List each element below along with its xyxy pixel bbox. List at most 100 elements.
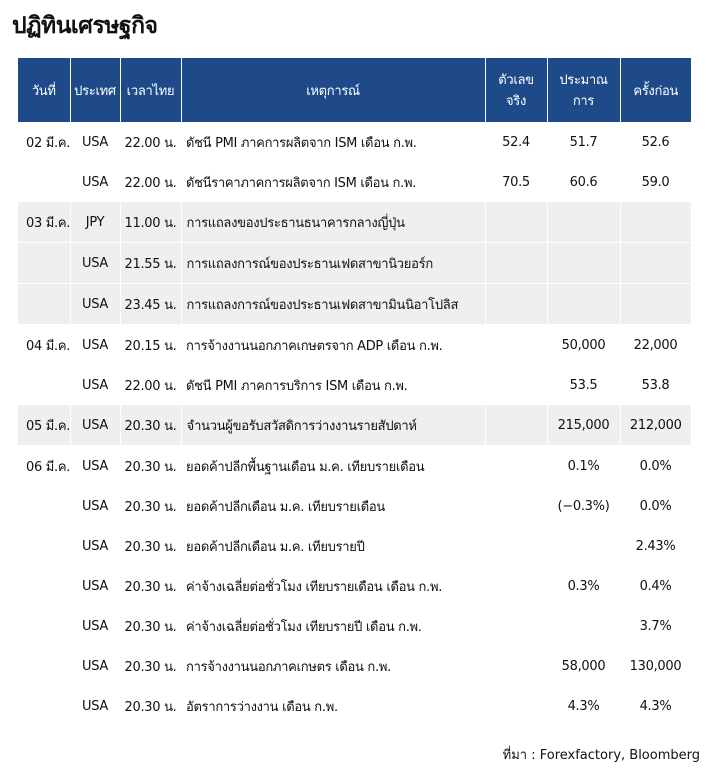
actual-cell — [484, 283, 547, 325]
date-cell — [18, 283, 70, 325]
previous-cell: 53.8 — [641, 377, 670, 393]
actual-cell — [485, 686, 547, 726]
calendar-table: วันที่ ประเทศ เวลาไทย เหตุการณ์ ตัวเลขจริง ปร… — [18, 58, 691, 726]
forecast-cell — [546, 242, 620, 284]
time-cell: 20.30 น. — [124, 699, 177, 715]
event-cell: ดัชนีราคาภาคการผลิตจาก ISM เดือน ก.พ. — [186, 175, 417, 191]
time-cell: 20.30 น. — [119, 405, 181, 446]
event-cell: การจ้างงานนอกภาคเกษตร เดือน ก.พ. — [186, 659, 391, 675]
event-cell: ค่าจ้างเฉลี่ยต่อชั่วโมง เทียบรายเดือน เด… — [186, 579, 443, 595]
previous-cell: 52.6 — [641, 134, 670, 150]
country-cell: USA — [81, 377, 108, 393]
country-cell: USA — [81, 134, 108, 150]
table-row: USA 23.45 น. การแถลงการณ์ของประธานเฟดสาขาม… — [18, 283, 691, 325]
time-cell: 22.00 น. — [124, 175, 177, 191]
event-cell: ยอดค้าปลีกเดือน ม.ค. เทียบรายเดือน — [186, 499, 385, 515]
event-cell: จำนวนผู้ขอรับสวัสดิการว่างงานรายสัปดาห์ — [180, 405, 485, 446]
table-body: 02 มี.ค. USA 22.00 น. ดัชนี PMI ภาคการผลิตจ… — [18, 122, 691, 726]
header-row: วันที่ ประเทศ เวลาไทย เหตุการณ์ ตัวเลขจริง ปร… — [18, 58, 691, 122]
date-cell — [18, 486, 70, 526]
country-cell: USA — [69, 405, 120, 446]
country-cell: USA — [69, 283, 120, 325]
actual-cell — [484, 202, 547, 243]
date-cell — [18, 566, 70, 606]
table-row: 04 มี.ค. USA 20.15 น. การจ้างงานนอกภาคเกษตร… — [18, 325, 691, 366]
actual-cell — [485, 486, 547, 526]
forecast-cell: 215,000 — [546, 405, 620, 446]
previous-cell — [619, 202, 691, 243]
actual-cell — [485, 566, 547, 606]
actual-cell: 70.5 — [502, 174, 530, 190]
actual-cell — [485, 446, 547, 487]
country-cell: USA — [69, 242, 120, 284]
previous-cell: 4.3% — [639, 698, 672, 714]
event-cell: ยอดค้าปลีกพื้นฐานเดือน ม.ค. เทียบรายเดือ… — [186, 459, 425, 475]
time-cell: 20.30 น. — [124, 499, 177, 515]
actual-cell — [485, 526, 547, 566]
header-cell: เหตุการณ์ — [180, 58, 485, 122]
event-cell: การจ้างงานนอกภาคเกษตรจาก ADP เดือน ก.พ. — [186, 338, 443, 354]
actual-cell — [485, 646, 547, 686]
source: ที่มา : Forexfactory, Bloomberg — [502, 748, 700, 763]
country-cell: USA — [81, 618, 108, 634]
forecast-cell: 50,000 — [561, 337, 606, 353]
date-cell — [18, 242, 70, 284]
date-cell: 06 มี.ค. — [26, 459, 70, 475]
table-row: 06 มี.ค. USA 20.30 น. ยอดค้าปลีกพื้นฐานเดือ… — [18, 446, 691, 487]
header-cell: ประมาณการ — [546, 58, 620, 122]
actual-cell: 52.4 — [502, 134, 530, 150]
forecast-cell: 4.3% — [567, 698, 600, 714]
date-cell — [18, 526, 70, 566]
time-cell: 22.00 น. — [124, 135, 177, 151]
forecast-cell: 51.7 — [569, 134, 598, 150]
table-row: USA 20.30 น. ยอดค้าปลีกเดือน ม.ค. เทียบราย… — [18, 486, 691, 526]
previous-cell: 3.7% — [639, 618, 672, 634]
previous-cell: 0.0% — [639, 498, 672, 514]
table-row: USA 22.00 น. ดัชนีราคาภาคการผลิตจาก ISM เด… — [18, 162, 691, 202]
previous-cell — [619, 283, 691, 325]
table-row: 05 มี.ค. USA 20.30 น. จำนวนผู้ขอรับสวัสดิกา… — [18, 405, 691, 446]
header-cell: วันที่ — [18, 58, 70, 122]
previous-cell: 130,000 — [629, 658, 682, 674]
date-cell: 04 มี.ค. — [26, 338, 70, 354]
event-cell: ดัชนี PMI ภาคการผลิตจาก ISM เดือน ก.พ. — [186, 135, 417, 151]
country-cell: USA — [81, 337, 108, 353]
time-cell: 20.30 น. — [124, 579, 177, 595]
forecast-cell: (−0.3%) — [557, 498, 610, 514]
actual-cell — [485, 325, 547, 366]
event-cell: อัตราการว่างงาน เดือน ก.พ. — [186, 699, 338, 715]
table-row: USA 20.30 น. การจ้างงานนอกภาคเกษตร เดือน ก… — [18, 646, 691, 686]
header-cell: เวลาไทย — [119, 58, 181, 122]
country-cell: USA — [81, 498, 108, 514]
forecast-cell: 58,000 — [561, 658, 606, 674]
table-row: USA 21.55 น. การแถลงการณ์ของประธานเฟดสาขาน… — [18, 242, 691, 284]
event-cell: ดัชนี PMI ภาคการบริการ ISM เดือน ก.พ. — [186, 378, 408, 394]
time-cell: 20.30 น. — [124, 459, 177, 475]
country-cell: USA — [81, 458, 108, 474]
country-cell: USA — [81, 538, 108, 554]
previous-cell: 0.4% — [639, 578, 672, 594]
country-cell: USA — [81, 698, 108, 714]
event-cell: การแถลงการณ์ของประธานเฟดสาขานิวยอร์ก — [180, 242, 485, 284]
country-cell: USA — [81, 578, 108, 594]
table-row: USA 22.00 น. ดัชนี PMI ภาคการบริการ ISM เด… — [18, 365, 691, 405]
date-cell: 05 มี.ค. — [18, 405, 70, 446]
forecast-cell: 60.6 — [569, 174, 598, 190]
forecast-cell: 0.3% — [567, 578, 600, 594]
table-row: 02 มี.ค. USA 22.00 น. ดัชนี PMI ภาคการผลิตจ… — [18, 122, 691, 162]
table-row: USA 20.30 น. ค่าจ้างเฉลี่ยต่อชั่วโมง เทียบ… — [18, 606, 691, 646]
time-cell: 21.55 น. — [119, 242, 181, 284]
country-cell: JPY — [69, 202, 120, 243]
forecast-cell — [547, 526, 620, 566]
title: ปฏิทินเศรษฐกิจ — [12, 13, 158, 39]
actual-cell — [485, 606, 547, 646]
forecast-cell: 53.5 — [569, 377, 598, 393]
forecast-cell: 0.1% — [567, 458, 600, 474]
time-cell: 20.30 น. — [124, 539, 177, 555]
date-cell — [18, 686, 70, 726]
date-cell — [18, 646, 70, 686]
date-cell — [18, 606, 70, 646]
table-row: USA 20.30 น. ยอดค้าปลีกเดือน ม.ค. เทียบราย… — [18, 526, 691, 566]
header-cell: ตัวเลขจริง — [484, 58, 547, 122]
event-cell: การแถลงการณ์ของประธานเฟดสาขามินนิอาโปลิส — [180, 283, 485, 325]
